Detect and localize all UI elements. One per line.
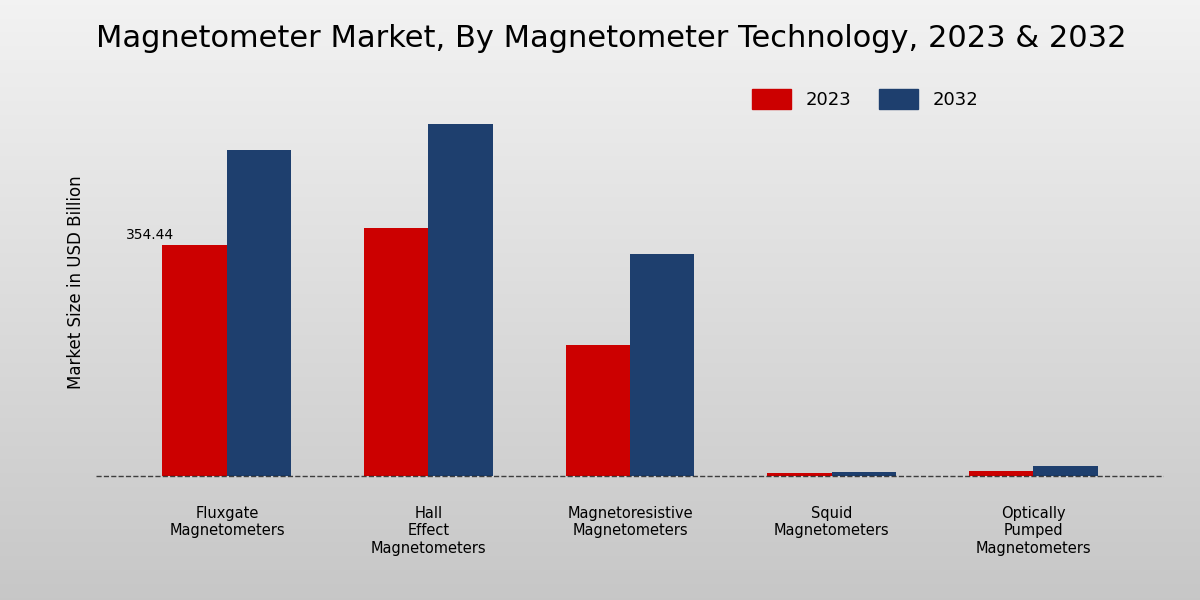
Bar: [968, 471, 1033, 476]
Bar: [565, 346, 630, 476]
Bar: [767, 473, 832, 476]
Bar: [428, 124, 493, 476]
Bar: [227, 150, 292, 476]
Text: Magnetometer Market, By Magnetometer Technology, 2023 & 2032: Magnetometer Market, By Magnetometer Tec…: [96, 24, 1127, 53]
Bar: [630, 254, 695, 476]
Bar: [162, 245, 227, 476]
Bar: [364, 228, 428, 476]
Y-axis label: Market Size in USD Billion: Market Size in USD Billion: [67, 175, 85, 389]
Bar: [832, 472, 896, 476]
Legend: 2023, 2032: 2023, 2032: [751, 89, 978, 109]
Bar: [1033, 466, 1098, 476]
Text: 354.44: 354.44: [126, 227, 174, 242]
